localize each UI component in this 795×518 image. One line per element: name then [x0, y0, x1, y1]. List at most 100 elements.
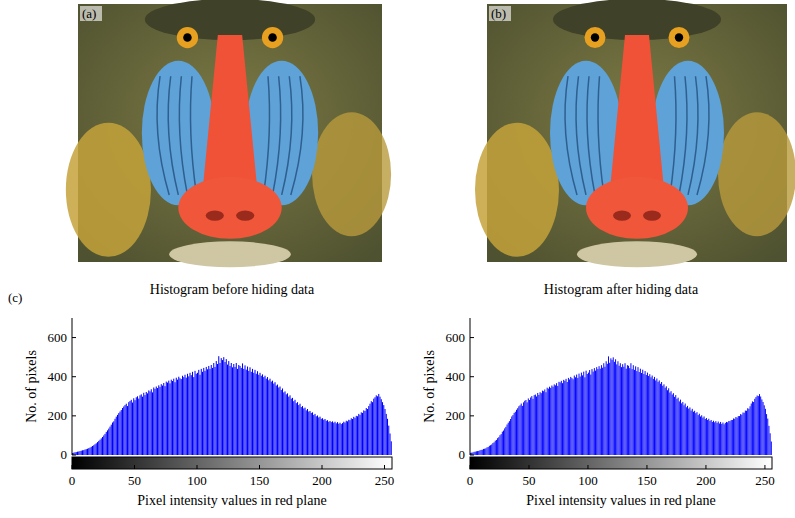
- bar: [248, 371, 249, 455]
- bar: [643, 374, 645, 455]
- bar: [757, 396, 759, 455]
- bar: [624, 363, 626, 455]
- bar: [318, 417, 319, 455]
- bar: [251, 372, 252, 455]
- bar: [750, 404, 752, 455]
- bar: [513, 413, 515, 455]
- bar: [645, 375, 647, 455]
- bar: [181, 379, 182, 455]
- label-patch: [489, 6, 511, 21]
- bar: [481, 450, 483, 455]
- bar: [238, 365, 239, 455]
- bar: [375, 397, 376, 455]
- bar: [741, 415, 743, 455]
- bar: [311, 413, 312, 455]
- bar: [723, 424, 725, 455]
- bar: [272, 381, 273, 455]
- ridge-stripe: [576, 76, 586, 195]
- bar: [287, 393, 288, 455]
- bar: [488, 446, 490, 455]
- x-tick: [705, 465, 706, 469]
- bar: [100, 440, 101, 455]
- bar: [282, 388, 283, 455]
- x-tick: [587, 465, 588, 469]
- bar: [553, 384, 555, 455]
- bar: [770, 441, 772, 455]
- bar: [495, 440, 497, 455]
- x-tick-label: 50: [522, 473, 535, 488]
- bar: [198, 370, 199, 455]
- bar: [300, 404, 301, 455]
- bar: [490, 445, 492, 455]
- bar: [165, 386, 166, 455]
- bar: [595, 371, 597, 455]
- bar: [353, 417, 354, 455]
- mandrill-image: (a): [66, 0, 391, 267]
- bar: [707, 420, 709, 455]
- bar: [632, 365, 634, 455]
- bar: [125, 405, 126, 455]
- y-tick: [72, 415, 76, 416]
- bar: [228, 361, 229, 455]
- bar: [566, 382, 568, 455]
- bar: [714, 422, 716, 455]
- bar: [679, 400, 681, 455]
- y-tick-label: 600: [48, 330, 68, 345]
- bar: [696, 412, 698, 455]
- bar: [558, 382, 560, 455]
- x-tick-label: 0: [69, 473, 76, 488]
- bar: [371, 401, 372, 455]
- bar: [728, 421, 730, 455]
- bar: [565, 379, 567, 455]
- bar: [762, 402, 764, 455]
- bar: [569, 379, 571, 455]
- bar: [545, 392, 547, 455]
- bar: [146, 392, 147, 455]
- bar: [291, 399, 292, 455]
- bar: [644, 371, 646, 455]
- bar: [716, 423, 718, 455]
- bar: [203, 368, 204, 455]
- bar: [111, 425, 112, 455]
- bar: [297, 402, 298, 455]
- bar: [704, 419, 706, 455]
- bar: [267, 377, 268, 455]
- bar: [485, 448, 487, 455]
- bar: [578, 374, 580, 455]
- bar: [188, 376, 189, 455]
- bar: [140, 395, 141, 455]
- bar: [122, 408, 123, 455]
- bar: [701, 415, 703, 455]
- bar: [493, 442, 495, 455]
- x-axis-title: Pixel intensity values in red plane: [137, 493, 326, 508]
- bar: [530, 397, 532, 455]
- histogram-panel: 0200400600050100150200250Pixel intensity…: [422, 282, 775, 508]
- bar: [315, 414, 316, 455]
- bar: [170, 383, 171, 455]
- ridge-stripe: [282, 76, 292, 195]
- pupil: [675, 33, 683, 41]
- bar: [168, 381, 169, 455]
- bar: [760, 396, 762, 455]
- bar: [362, 413, 363, 455]
- bar: [596, 367, 598, 455]
- bar: [222, 360, 223, 455]
- bar: [143, 393, 144, 455]
- bar: [475, 451, 477, 455]
- cheek-fur: [66, 123, 151, 257]
- bar: [383, 405, 384, 455]
- bar: [232, 367, 233, 455]
- bar: [136, 397, 137, 455]
- bar: [245, 365, 246, 455]
- bar: [221, 358, 222, 455]
- bar: [597, 369, 599, 455]
- bar: [268, 380, 269, 455]
- bar: [370, 404, 371, 455]
- bar: [137, 396, 138, 455]
- bar: [736, 418, 738, 455]
- bar: [486, 447, 488, 455]
- bar: [316, 416, 317, 455]
- bar: [702, 418, 704, 455]
- ridge-stripe: [565, 76, 577, 195]
- bar: [341, 424, 342, 455]
